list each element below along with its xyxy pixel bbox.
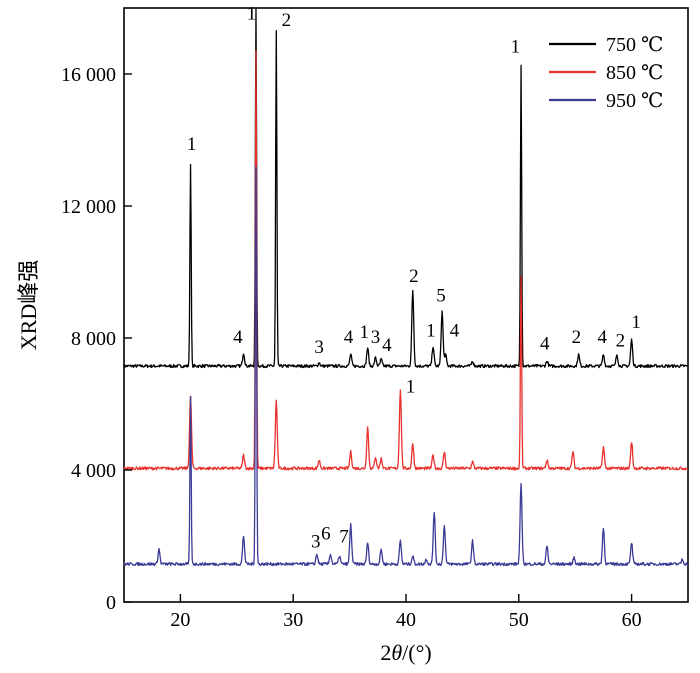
peak-label: 3 (371, 327, 381, 348)
peak-label: 3 (314, 337, 324, 358)
y-tick-label: 4 000 (71, 460, 116, 482)
peak-label: 1 (247, 4, 257, 25)
peak-label: 4 (382, 335, 392, 356)
tick-layer: 20 30 40 50 60 0 4 000 8 000 12 000 16 000 (61, 64, 642, 631)
y-tick-label: 0 (106, 592, 116, 614)
peak-label: 2 (409, 266, 419, 287)
x-tick-label: 30 (283, 609, 303, 631)
peak-label: 5 (436, 286, 446, 307)
peak-label: 2 (282, 10, 292, 31)
peak-label: 1 (360, 322, 370, 343)
legend-label-850: 850 ℃ (606, 62, 663, 84)
peak-label: 4 (233, 327, 243, 348)
peak-label: 4 (540, 334, 550, 355)
series-line-0 (123, 8, 689, 369)
peak-label: 1 (511, 37, 521, 58)
x-tick-label: 40 (396, 609, 416, 631)
series-layer (123, 8, 689, 567)
peak-label: 2 (616, 330, 626, 351)
peak-label: 6 (321, 523, 331, 544)
legend-label-750: 750 ℃ (606, 34, 663, 56)
peak-label: 1 (406, 376, 416, 397)
y-axis-label: XRD峰强 (16, 260, 41, 350)
plot-frame (123, 7, 689, 603)
x-tick-label: 60 (622, 609, 642, 631)
peak-label: 4 (344, 327, 354, 348)
legend-label-950: 950 ℃ (606, 90, 663, 112)
peak-label: 7 (339, 527, 349, 548)
peak-label: 2 (572, 327, 582, 348)
peak-label: 3 (311, 532, 321, 553)
series-line-1 (123, 50, 689, 471)
x-tick-label: 20 (170, 609, 190, 631)
y-tick-label: 16 000 (61, 64, 116, 86)
peak-label: 4 (598, 327, 608, 348)
peak-label: 1 (187, 134, 197, 155)
peak-label: 4 (450, 320, 460, 341)
peak-label: 1 (631, 312, 641, 333)
peak-label: 1 (426, 320, 436, 341)
y-tick-label: 12 000 (61, 196, 116, 218)
y-tick-label: 8 000 (71, 328, 116, 350)
legend: 750 ℃ 850 ℃ 950 ℃ (549, 34, 663, 112)
x-axis-label: 2θ/(°) (380, 640, 431, 665)
series-line-2 (123, 166, 689, 567)
x-tick-label: 50 (509, 609, 529, 631)
